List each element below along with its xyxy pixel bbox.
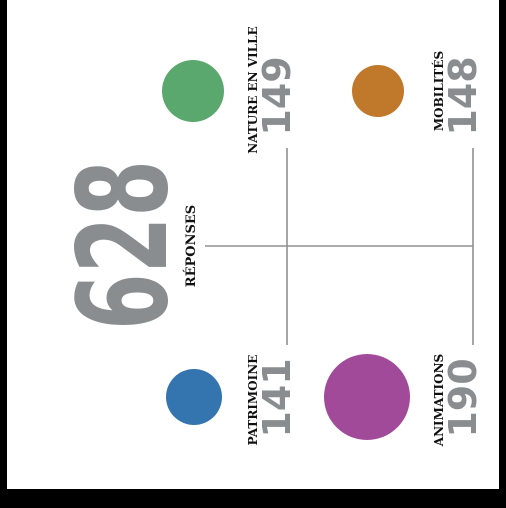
patrimoine-circle bbox=[166, 369, 222, 425]
connector-lines bbox=[205, 148, 474, 345]
response-diagram: 628 RÉPONSES NATURE EN VILLE 149 MOBILIT… bbox=[52, 26, 485, 447]
diagram-panel: 628 RÉPONSES NATURE EN VILLE 149 MOBILIT… bbox=[7, 0, 499, 489]
animations-count: 190 bbox=[441, 358, 485, 437]
patrimoine-label: PATRIMOINE bbox=[246, 355, 260, 446]
mobilites-count: 148 bbox=[441, 56, 485, 135]
patrimoine-count: 141 bbox=[255, 358, 299, 437]
animations-label: ANIMATIONS bbox=[432, 354, 446, 447]
total-responses-label: RÉPONSES bbox=[183, 205, 199, 287]
nature-en-ville-count: 149 bbox=[255, 56, 299, 135]
mobilites-label: MOBILITÉS bbox=[431, 51, 446, 131]
nature-en-ville-circle bbox=[162, 60, 224, 122]
animations-circle bbox=[324, 354, 410, 440]
total-responses-value: 628 bbox=[52, 160, 196, 330]
mobilites-circle bbox=[352, 65, 404, 117]
nature-en-ville-label: NATURE EN VILLE bbox=[246, 26, 260, 154]
